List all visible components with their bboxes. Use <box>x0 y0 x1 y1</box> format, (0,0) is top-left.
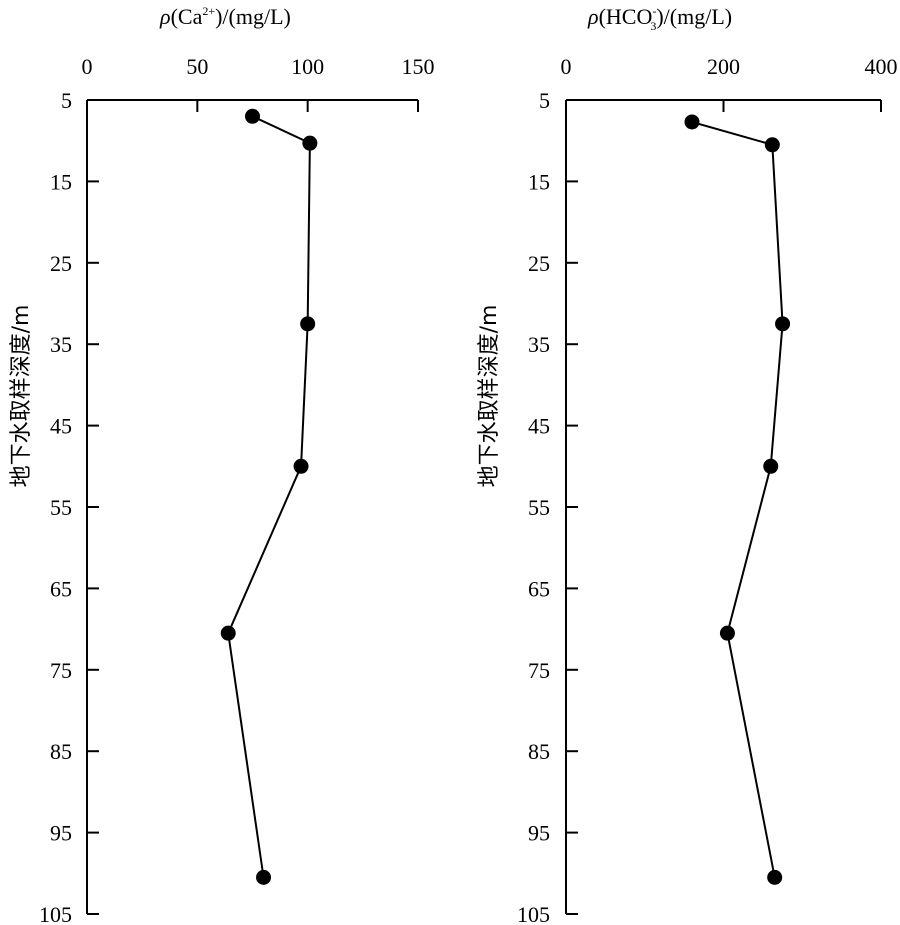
x-tick-label: 400 <box>865 54 898 79</box>
y-tick-label: 105 <box>517 902 550 925</box>
y-tick-label: 35 <box>50 332 72 357</box>
data-point <box>767 869 783 885</box>
y-tick-label: 15 <box>528 169 550 194</box>
data-point <box>719 625 735 641</box>
series-line <box>691 121 784 878</box>
data-point <box>293 458 309 474</box>
data-point <box>245 108 260 124</box>
x-axis-title: ρ(Ca2+)/(mg/L) <box>159 4 291 29</box>
data-point <box>256 869 272 885</box>
y-tick-label: 105 <box>39 902 72 925</box>
bicarbonate-panel: 0 200 400 5 15 25 35 45 55 65 75 85 95 105 ρ(HCO-3)/(m… <box>477 4 898 925</box>
data-point <box>302 135 318 151</box>
x-tick-label: 200 <box>707 54 740 79</box>
y-tick-label: 95 <box>50 821 72 846</box>
y-tick-label: 45 <box>528 414 550 439</box>
x-axis-title: ρ(HCO-3)/(mg/L) <box>587 4 732 33</box>
x-tick-label: 0 <box>561 54 572 79</box>
series-line <box>227 115 311 878</box>
x-tick-label: 150 <box>402 54 435 79</box>
calcium-panel: 0 50 100 150 5 15 25 35 45 55 65 75 85 95 105 ρ(Ca2+)/(… <box>9 4 435 925</box>
y-tick-label: 75 <box>528 658 550 683</box>
y-tick-label: 5 <box>61 88 72 113</box>
y-tick-label: 55 <box>50 495 72 520</box>
x-tick-label: 0 <box>82 54 93 79</box>
data-point <box>763 458 779 474</box>
data-point <box>300 316 316 332</box>
y-tick-label: 45 <box>50 414 72 439</box>
y-tick-label: 65 <box>50 576 72 601</box>
y-axis-title: 地下水取样深度/m <box>477 305 502 488</box>
y-tick-label: 65 <box>528 576 550 601</box>
x-tick-label: 100 <box>291 54 324 79</box>
y-tick-label: 25 <box>528 251 550 276</box>
y-tick-label: 85 <box>50 739 72 764</box>
y-tick-label: 95 <box>528 821 550 846</box>
x-tick-label: 50 <box>186 54 208 79</box>
y-tick-label: 75 <box>50 658 72 683</box>
data-point <box>775 316 791 332</box>
data-point <box>220 625 236 641</box>
y-tick-label: 85 <box>528 739 550 764</box>
y-tick-label: 25 <box>50 251 72 276</box>
y-tick-label: 15 <box>50 169 72 194</box>
y-tick-label: 55 <box>528 495 550 520</box>
data-point <box>764 137 780 153</box>
y-tick-label: 35 <box>528 332 550 357</box>
y-tick-label: 5 <box>539 88 550 113</box>
data-point <box>684 114 700 130</box>
y-axis-title: 地下水取样深度/m <box>9 305 34 488</box>
